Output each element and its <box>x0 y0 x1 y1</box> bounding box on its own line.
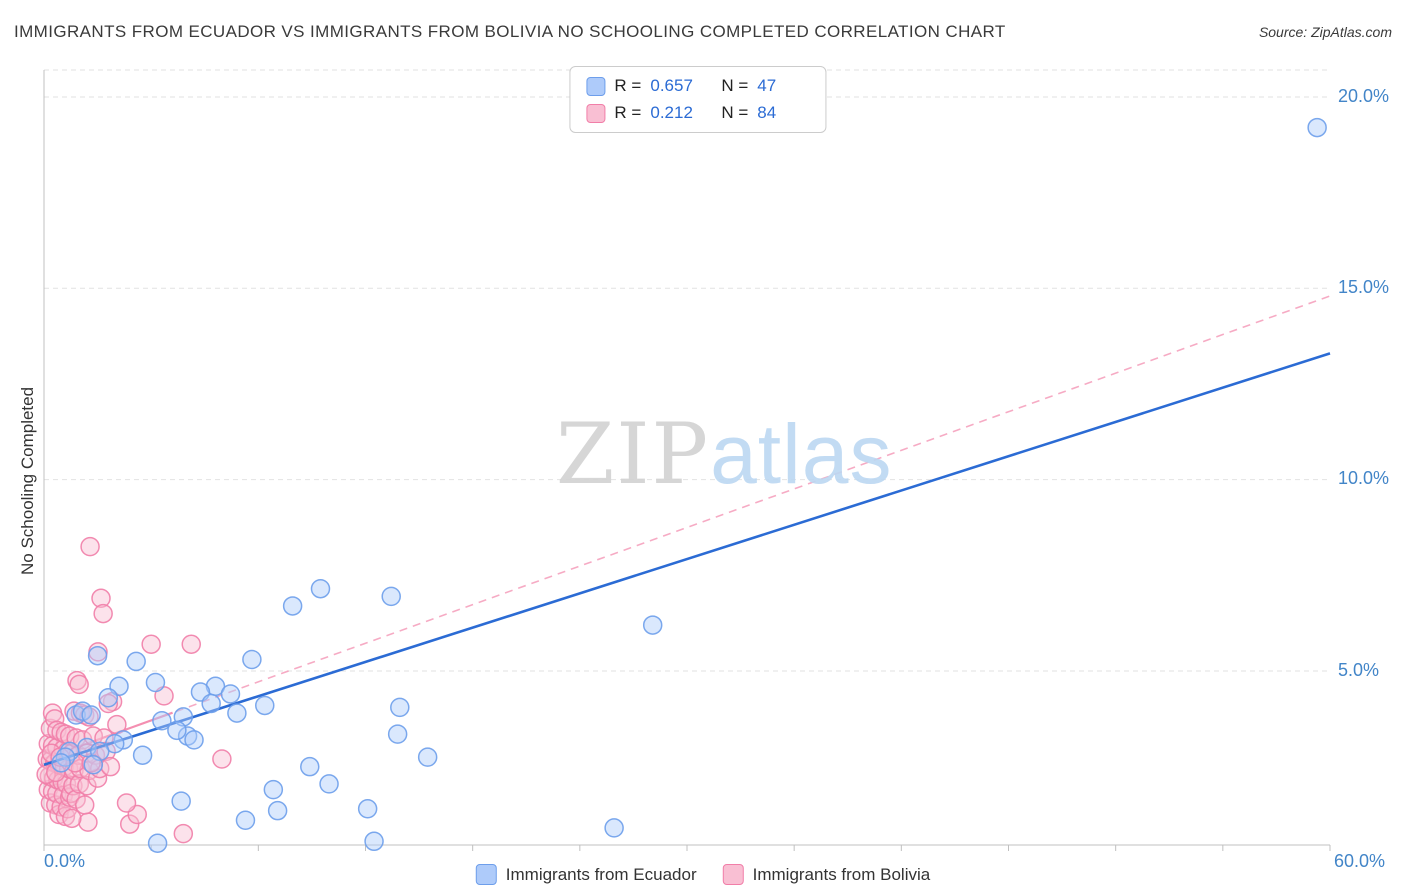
point-ecuador <box>171 791 191 811</box>
r-value-ecuador: 0.657 <box>650 76 693 95</box>
y-tick-10: 10.0% <box>1338 468 1390 488</box>
point-ecuador <box>167 720 187 741</box>
point-ecuador <box>282 596 303 616</box>
point-ecuador <box>300 756 320 777</box>
chart-title: IMMIGRANTS FROM ECUADOR VS IMMIGRANTS FR… <box>14 22 1006 41</box>
bolivia-swatch <box>586 103 606 123</box>
trendline-bolivia <box>43 295 1331 760</box>
point-ecuador <box>98 688 119 708</box>
point-ecuador <box>51 753 71 773</box>
r-label: R = <box>614 76 642 95</box>
point-ecuador <box>381 586 401 607</box>
legend-row-ecuador: R = 0.657 N = 47 <box>586 76 809 96</box>
point-ecuador <box>255 695 275 716</box>
point-ecuador <box>145 672 166 693</box>
point-bolivia <box>100 756 121 777</box>
point-ecuador <box>1307 117 1327 138</box>
point-ecuador <box>357 799 378 819</box>
legend-item-bolivia: Immigrants from Bolivia <box>722 864 931 885</box>
point-ecuador <box>132 745 153 765</box>
correlation-legend: R = 0.657 N = 47 R = 0.212 N = 84 <box>569 66 827 133</box>
point-ecuador <box>235 810 256 831</box>
point-ecuador <box>152 711 172 731</box>
source-attribution: Source: ZipAtlas.com <box>1258 24 1392 40</box>
n-label: N = <box>721 76 749 95</box>
point-bolivia <box>141 634 161 654</box>
point-ecuador <box>387 724 408 744</box>
ecuador-swatch <box>586 76 606 96</box>
point-bolivia <box>46 762 66 783</box>
point-ecuador <box>147 833 168 853</box>
point-ecuador <box>242 649 262 670</box>
point-ecuador <box>81 705 101 725</box>
r-value-bolivia: 0.212 <box>650 103 693 122</box>
point-bolivia <box>78 812 98 832</box>
y-tick-15: 15.0% <box>1338 277 1390 297</box>
legend-row-bolivia: R = 0.212 N = 84 <box>586 103 809 123</box>
point-bolivia <box>98 693 119 714</box>
point-ecuador <box>126 651 146 672</box>
point-bolivia <box>77 776 97 796</box>
point-ecuador <box>201 693 221 714</box>
point-bolivia <box>80 536 100 557</box>
trendline-ecuador <box>43 352 1331 766</box>
point-bolivia <box>69 674 89 695</box>
point-bolivia <box>62 808 82 829</box>
point-bolivia <box>173 823 194 844</box>
point-bolivia <box>116 793 137 813</box>
point-ecuador <box>87 645 108 666</box>
n-value-bolivia: 84 <box>757 103 777 122</box>
y-tick-5: 5.0% <box>1338 660 1380 680</box>
point-bolivia <box>91 588 111 609</box>
point-bolivia <box>69 774 90 794</box>
point-ecuador <box>642 615 663 635</box>
x-tick-0: 0.0% <box>44 851 86 871</box>
point-ecuador <box>227 703 247 723</box>
r-label: R = <box>614 103 642 122</box>
point-ecuador <box>319 774 339 794</box>
point-ecuador <box>83 755 104 775</box>
point-ecuador <box>604 818 624 838</box>
point-ecuador <box>184 730 204 750</box>
point-ecuador <box>263 779 284 800</box>
point-bolivia <box>212 749 232 769</box>
x-tick-60: 60.0% <box>1334 851 1386 871</box>
bolivia-legend-swatch <box>722 864 744 885</box>
y-tick-20: 20.0% <box>1338 86 1390 106</box>
n-label: N = <box>721 103 749 122</box>
point-ecuador <box>310 578 331 599</box>
y-axis-label: No Schooling Completed <box>18 386 37 575</box>
legend-item-ecuador: Immigrants from Ecuador <box>475 864 697 885</box>
point-bolivia <box>74 795 95 815</box>
point-bolivia <box>181 634 201 654</box>
point-bolivia <box>93 603 113 624</box>
point-ecuador <box>267 800 288 821</box>
series-legend: Immigrants from Ecuador Immigrants from … <box>475 864 931 885</box>
point-ecuador <box>390 697 410 718</box>
point-ecuador <box>417 747 438 767</box>
bolivia-legend-label: Immigrants from Bolivia <box>752 864 931 884</box>
point-ecuador <box>364 831 384 852</box>
ecuador-legend-label: Immigrants from Ecuador <box>505 864 697 884</box>
point-ecuador <box>220 684 241 704</box>
n-value-ecuador: 47 <box>757 76 777 95</box>
ecuador-legend-swatch <box>475 864 497 885</box>
